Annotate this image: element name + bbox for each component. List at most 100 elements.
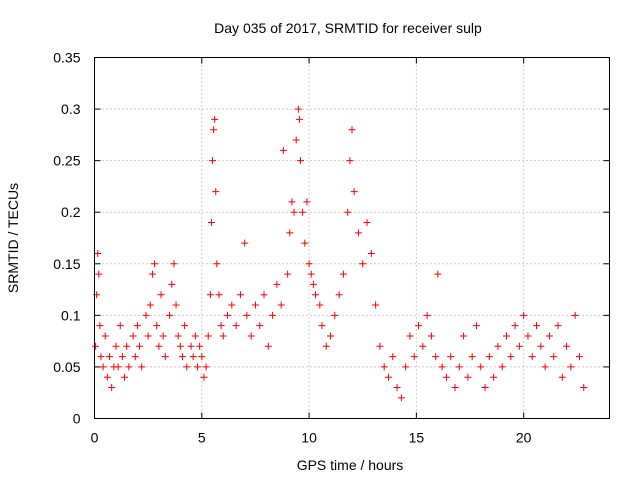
data-point: [232, 322, 240, 330]
data-point: [537, 342, 545, 350]
data-point: [260, 291, 268, 299]
data-point: [251, 301, 259, 309]
data-point: [200, 373, 208, 381]
data-point: [297, 157, 304, 165]
data-point: [507, 353, 515, 361]
data-point: [524, 332, 532, 340]
data-point: [359, 260, 367, 268]
data-point: [183, 363, 191, 371]
data-point: [159, 332, 167, 340]
y-axis-title: SRMTID / TECUs: [5, 183, 21, 293]
y-tick-label: 0.1: [61, 307, 81, 323]
grid-lines: [94, 57, 610, 419]
data-point: [118, 353, 126, 361]
x-tick-label: 0: [91, 430, 99, 446]
data-point: [307, 270, 315, 278]
data-point: [241, 239, 249, 247]
y-tick-label: 0.2: [61, 204, 81, 220]
data-point: [108, 384, 116, 392]
data-point: [286, 229, 294, 237]
data-point: [550, 353, 558, 361]
data-point: [92, 342, 100, 350]
data-point: [303, 198, 311, 206]
y-tick-label: 0: [73, 411, 81, 427]
data-point: [335, 291, 343, 299]
data-point: [212, 188, 220, 196]
data-point: [196, 342, 204, 350]
data-point: [273, 280, 281, 288]
data-point: [204, 332, 212, 340]
x-tick-label: 5: [198, 430, 206, 446]
data-point: [202, 363, 210, 371]
data-point: [123, 342, 131, 350]
data-point: [170, 260, 178, 268]
data-point: [363, 219, 371, 227]
data-point: [384, 373, 392, 381]
data-point: [528, 353, 536, 361]
data-point: [447, 353, 455, 361]
data-point: [209, 157, 217, 165]
data-point: [460, 332, 468, 340]
data-point: [236, 291, 244, 299]
data-point: [571, 311, 579, 319]
data-point: [129, 332, 137, 340]
data-point: [279, 146, 287, 154]
data-point: [189, 353, 197, 361]
data-point: [498, 363, 506, 371]
data-point: [515, 342, 523, 350]
data-point: [112, 342, 120, 350]
data-point: [284, 270, 292, 278]
data-point: [295, 115, 303, 123]
data-point: [344, 208, 352, 216]
data-point: [138, 363, 146, 371]
data-point: [419, 342, 427, 350]
y-tick-label: 0.05: [53, 359, 80, 375]
data-point: [533, 322, 541, 330]
data-point: [256, 322, 264, 330]
data-point: [181, 322, 189, 330]
x-axis-title: GPS time / hours: [297, 457, 404, 473]
data-point: [406, 332, 414, 340]
data-point: [187, 342, 195, 350]
data-point: [151, 260, 159, 268]
data-point: [136, 342, 144, 350]
data-point: [217, 322, 225, 330]
data-point: [191, 332, 199, 340]
data-point: [432, 353, 440, 361]
data-point: [472, 322, 480, 330]
data-point: [114, 363, 122, 371]
x-tick-label: 20: [516, 430, 532, 446]
data-point: [269, 311, 277, 319]
data-point: [178, 353, 186, 361]
data-point: [389, 353, 397, 361]
data-point: [166, 311, 174, 319]
data-point: [133, 322, 141, 330]
data-point: [442, 373, 450, 381]
plot-frame: [94, 57, 610, 419]
data-point: [468, 353, 476, 361]
data-point: [99, 363, 107, 371]
data-point: [455, 363, 463, 371]
data-point: [292, 136, 300, 144]
data-point: [312, 291, 320, 299]
y-tick-label: 0.25: [53, 153, 80, 169]
data-point: [243, 311, 251, 319]
data-point: [464, 373, 472, 381]
data-point: [211, 115, 219, 123]
data-point: [116, 322, 124, 330]
y-tick-label: 0.15: [53, 256, 80, 272]
data-point: [153, 322, 161, 330]
data-point: [106, 353, 114, 361]
data-point: [372, 301, 380, 309]
data-point: [376, 342, 384, 350]
data-point: [348, 126, 356, 134]
data-point: [494, 342, 502, 350]
data-point: [481, 384, 489, 392]
data-point: [142, 311, 150, 319]
data-point: [155, 342, 163, 350]
data-point: [402, 363, 410, 371]
data-point: [567, 363, 575, 371]
data-point: [423, 311, 431, 319]
data-point: [563, 342, 571, 350]
